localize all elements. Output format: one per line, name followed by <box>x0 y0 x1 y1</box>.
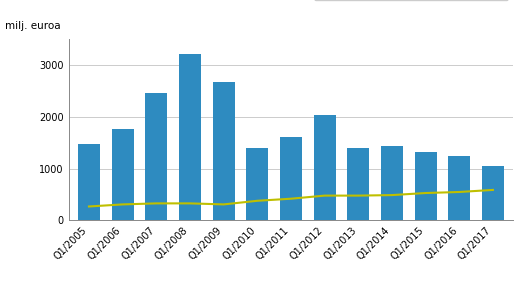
Bar <box>179 54 201 220</box>
Bar <box>145 93 167 220</box>
Bar <box>247 149 268 220</box>
Bar <box>381 146 403 220</box>
Bar <box>78 144 100 220</box>
Bar <box>280 137 302 220</box>
Bar <box>112 129 133 220</box>
Bar <box>348 149 369 220</box>
Bar <box>482 165 504 220</box>
Bar <box>314 115 335 220</box>
Bar <box>449 156 470 220</box>
Bar <box>213 82 234 220</box>
Bar <box>415 152 436 220</box>
Text: milj. euroa: milj. euroa <box>5 21 61 31</box>
